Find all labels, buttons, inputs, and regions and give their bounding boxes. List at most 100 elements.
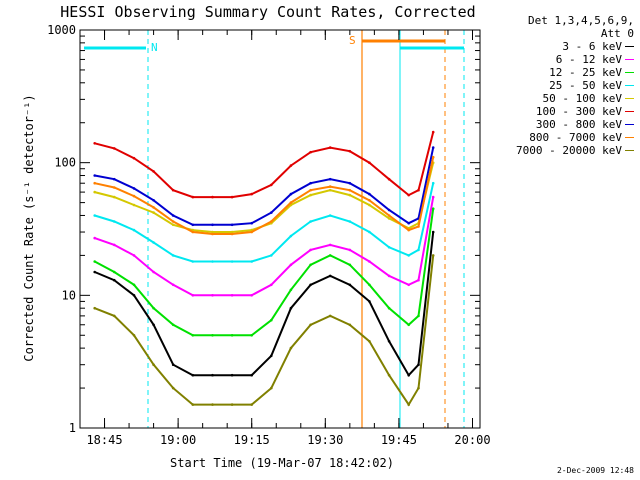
data-point [431,130,435,134]
data-point [132,194,136,198]
legend-entry-swatch [625,46,634,47]
data-point [368,260,371,263]
data-point [171,223,175,227]
legend-entry-label: 100 - 300 keV [535,105,622,118]
data-point [368,340,371,343]
data-point [368,230,371,234]
data-point [289,346,293,350]
x-axis-label: Start Time (19-Mar-07 18:42:02) [170,456,394,470]
data-point [211,232,214,236]
data-point [417,314,420,318]
series-line-1 [94,196,435,297]
legend-entry-label: 7000 - 20000 keV [516,144,622,157]
data-point [407,323,411,327]
data-point [368,300,371,303]
data-point [270,283,273,287]
data-point [309,283,312,287]
data-point [113,186,116,189]
night-annotation-label: N [151,41,158,54]
data-point [113,270,116,274]
data-point [289,263,293,267]
data-point [211,195,214,199]
data-point [250,373,253,377]
data-point [309,193,312,197]
legend-entry-label: 50 - 100 keV [542,92,622,105]
data-point [328,214,332,217]
data-point [191,260,195,263]
data-point [191,195,195,199]
data-point [348,220,352,223]
legend-header-line-1: Det 1,3,4,5,6,9, [528,14,634,27]
data-point [152,241,155,244]
data-point [289,201,293,204]
data-point [407,254,411,257]
data-point [191,373,195,377]
data-point [171,220,175,223]
data-point [407,228,411,232]
x-tick-label: 19:45 [381,433,417,447]
data-point [289,288,293,292]
data-point [250,403,253,406]
x-tick-label: 18:45 [86,433,122,447]
legend-entry-swatch [625,150,634,151]
legend: Det 1,3,4,5,6,9, Att 0 3 - 6 keV 6 - 12 k… [490,14,634,157]
data-point [152,211,155,214]
legend-entry-label: 800 - 7000 keV [529,131,622,144]
x-tick-label: 20:00 [454,433,490,447]
data-point [407,373,411,377]
legend-entry-swatch [625,85,634,86]
data-point [289,164,293,167]
data-point [250,334,253,337]
data-point [348,248,352,252]
data-point [387,214,391,217]
x-tick-label: 19:30 [307,433,343,447]
data-point [171,254,175,257]
data-point [230,232,234,236]
legend-entry-label: 3 - 6 keV [562,40,622,53]
data-point [171,283,175,287]
data-point [191,223,195,227]
data-point [113,147,116,150]
data-point [113,243,116,247]
data-point [387,373,391,377]
y-axis-label: Corrected Count Rate (s⁻¹ detector⁻¹) [22,94,36,361]
data-point [328,188,332,192]
data-point [387,246,391,249]
data-point [250,260,253,263]
data-point [348,323,352,327]
plot-frame [79,29,481,429]
data-point [211,373,214,377]
plot-area: NS [84,30,465,428]
data-point [309,188,312,192]
data-point [328,274,332,278]
data-point [309,248,312,252]
data-point [230,294,234,297]
data-point [417,278,420,282]
legend-entry: 7000 - 20000 keV [490,144,634,157]
data-point [113,314,116,318]
x-tick-label: 19:00 [160,433,196,447]
legend-entry: 12 - 25 keV [490,66,634,79]
data-point [113,220,116,223]
data-point [387,208,391,212]
data-point [152,323,155,327]
data-point [270,211,273,214]
data-point [230,260,234,263]
data-point [230,223,234,227]
data-point [270,183,273,187]
data-point [93,142,96,145]
data-point [113,278,116,282]
data-point [289,306,293,310]
data-point [328,177,332,181]
data-point [328,146,332,149]
data-point [431,254,435,257]
data-point [270,254,273,257]
x-tick-label: 19:15 [234,433,270,447]
data-point [348,283,352,287]
data-point [309,220,312,223]
data-point [211,260,214,263]
legend-entry-label: 25 - 50 keV [549,79,622,92]
data-point [407,193,411,197]
data-point [368,161,371,164]
